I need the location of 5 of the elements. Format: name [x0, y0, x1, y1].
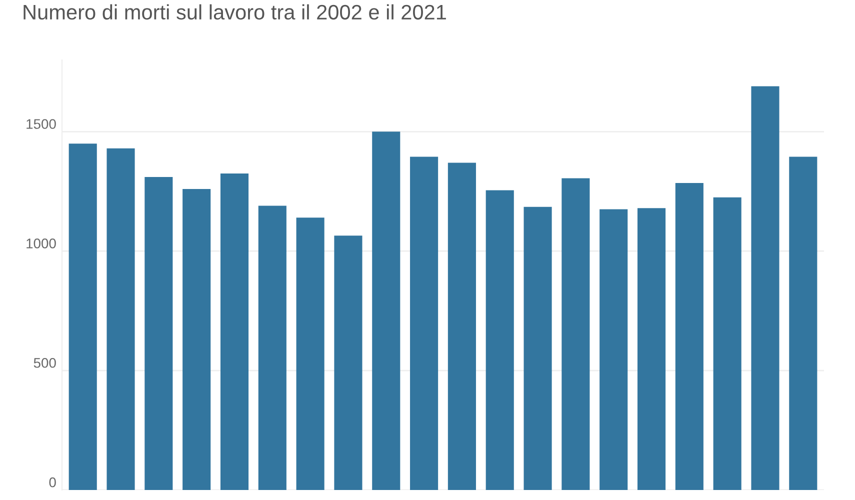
- y-tick-label: 1000: [26, 238, 56, 248]
- chart-title: Numero di morti sul lavoro tra il 2002 e il 2021: [24, 4, 446, 20]
- y-tick-label: 0: [49, 477, 56, 488]
- y-tick-label: 1500: [26, 119, 56, 129]
- y-tick-label: 500: [34, 358, 56, 368]
